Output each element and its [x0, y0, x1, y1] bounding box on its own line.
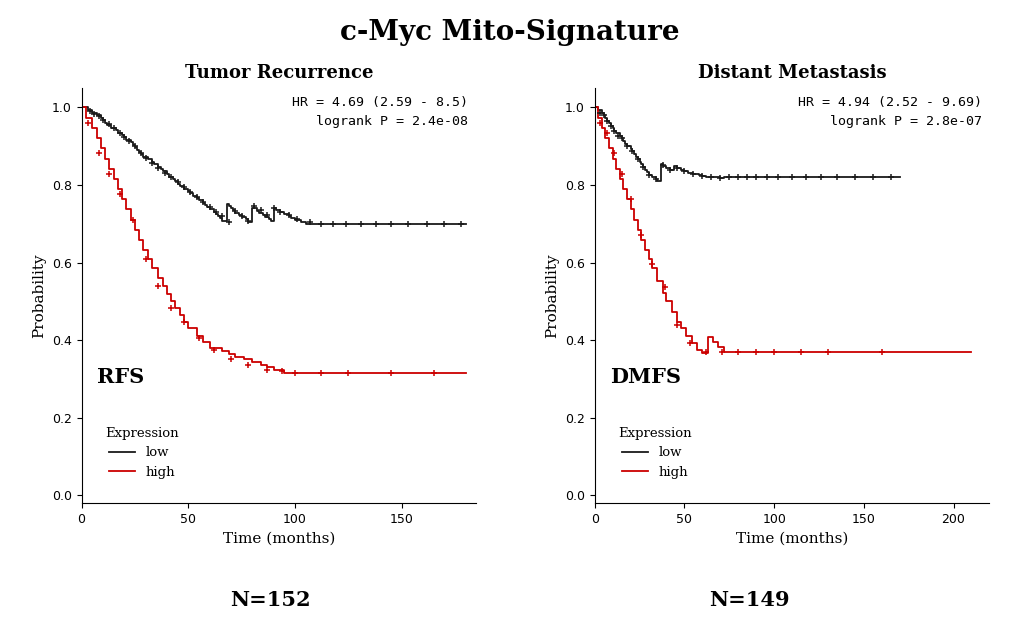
Legend: low, high: low, high	[100, 421, 184, 484]
Text: HR = 4.69 (2.59 - 8.5)
logrank P = 2.4e-08: HR = 4.69 (2.59 - 8.5) logrank P = 2.4e-…	[292, 96, 468, 128]
Title: Distant Metastasis: Distant Metastasis	[697, 64, 886, 82]
Text: N=152: N=152	[229, 590, 311, 610]
X-axis label: Time (months): Time (months)	[735, 532, 848, 545]
Title: Tumor Recurrence: Tumor Recurrence	[184, 64, 373, 82]
Text: RFS: RFS	[97, 367, 145, 387]
Y-axis label: Probability: Probability	[545, 253, 558, 338]
Text: DMFS: DMFS	[610, 367, 681, 387]
Y-axis label: Probability: Probability	[33, 253, 46, 338]
X-axis label: Time (months): Time (months)	[222, 532, 335, 545]
Text: N=149: N=149	[708, 590, 790, 610]
Text: c-Myc Mito-Signature: c-Myc Mito-Signature	[340, 19, 679, 46]
Text: HR = 4.94 (2.52 - 9.69)
logrank P = 2.8e-07: HR = 4.94 (2.52 - 9.69) logrank P = 2.8e…	[797, 96, 980, 128]
Legend: low, high: low, high	[612, 421, 697, 484]
